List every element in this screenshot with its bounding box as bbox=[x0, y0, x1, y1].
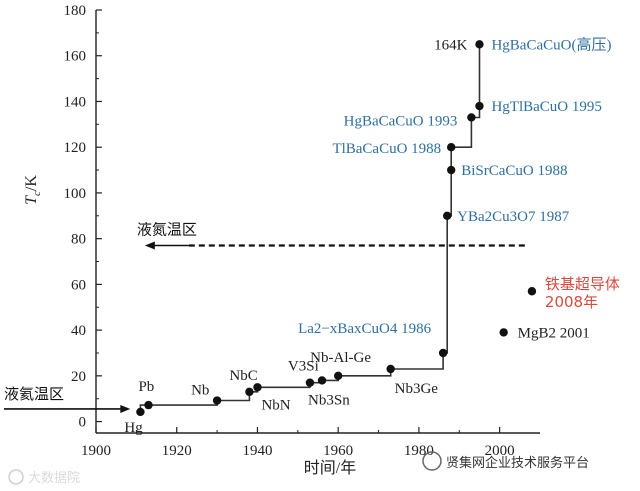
y-axis-label-unit: /K bbox=[23, 175, 40, 191]
data-point bbox=[467, 113, 476, 122]
data-point bbox=[253, 383, 262, 392]
liquid-helium-label: 液氦温区 bbox=[4, 385, 64, 403]
liquid-helium-arrowhead bbox=[120, 404, 131, 413]
watermark-left-text: 大数据院 bbox=[28, 471, 80, 486]
x-axis-label: 时间/年 bbox=[304, 459, 356, 477]
label-mgb2: MgB2 2001 bbox=[518, 325, 590, 341]
label-nb3ge: Nb3Ge bbox=[395, 381, 439, 397]
label-nb3sn: Nb3Sn bbox=[308, 392, 350, 408]
y-tick-label: 40 bbox=[71, 323, 86, 339]
axes bbox=[95, 10, 540, 434]
data-point bbox=[212, 396, 222, 405]
label-ybco: YBa2Cu3O7 1987 bbox=[457, 209, 570, 225]
label-iron-based: 铁基超导体 bbox=[545, 275, 620, 293]
y-tick-label: 20 bbox=[71, 369, 86, 385]
label-tbcco: TlBaCaCuO 1988 bbox=[332, 141, 441, 157]
data-point bbox=[245, 387, 254, 397]
y-axis-label-main: T bbox=[23, 195, 40, 205]
watermark-right-icon bbox=[422, 451, 442, 471]
y-tick-label: 60 bbox=[71, 277, 86, 293]
x-tick-label: 1980 bbox=[404, 443, 434, 459]
y-tick-label: 80 bbox=[71, 232, 86, 248]
y-axis-label: Tc/K bbox=[23, 175, 43, 205]
liquid-nitrogen-label: 液氮温区 bbox=[137, 221, 197, 239]
label-164k: 164K bbox=[434, 37, 468, 53]
x-ticks: 1900 1920 1940 1960 1980 2000 bbox=[81, 427, 515, 459]
data-point bbox=[499, 328, 508, 337]
label-v3si: V3Si bbox=[288, 359, 319, 375]
data-point bbox=[475, 40, 484, 49]
point-labels: Hg Pb Nb NbC NbN V3Si Nb3Sn Nb-Al-Ge Nb3… bbox=[124, 36, 620, 436]
watermark-right: 贤集网企业技术服务平台 bbox=[422, 451, 589, 471]
watermark-left: 大数据院 bbox=[8, 469, 80, 486]
label-hg: Hg bbox=[124, 420, 143, 436]
label-hbcco-high-pressure: HgBaCaCuO(高压) bbox=[491, 36, 611, 53]
label-nb: Nb bbox=[191, 383, 209, 399]
y-tick-label: 0 bbox=[79, 415, 87, 431]
reference-lines: 液氮温区 液氦温区 bbox=[4, 221, 528, 413]
y-tick-label: 160 bbox=[64, 49, 87, 65]
data-point bbox=[447, 142, 456, 152]
label-bscco: BiSrCaCuO 1988 bbox=[461, 163, 567, 179]
data-point bbox=[442, 211, 452, 220]
data-points bbox=[136, 40, 537, 417]
label-lbco: La2−xBaxCuO4 1986 bbox=[298, 321, 432, 337]
x-tick-label: 1920 bbox=[162, 443, 192, 459]
label-pb: Pb bbox=[138, 379, 154, 395]
data-point bbox=[447, 165, 456, 175]
y-tick-label: 100 bbox=[64, 186, 87, 202]
watermark-right-text: 贤集网企业技术服务平台 bbox=[446, 455, 589, 471]
data-point bbox=[527, 287, 537, 296]
y-tick-label: 140 bbox=[64, 94, 87, 110]
y-tick-label: 180 bbox=[64, 3, 87, 19]
y-axis-label-sub: c bbox=[31, 191, 43, 196]
data-point bbox=[475, 101, 484, 111]
data-point bbox=[333, 371, 343, 381]
data-point bbox=[438, 348, 448, 358]
x-tick-label: 1900 bbox=[81, 443, 111, 459]
x-tick-label: 1940 bbox=[242, 443, 272, 459]
y-ticks: 0 20 40 60 80 100 120 140 160 180 bbox=[64, 3, 102, 431]
label-iron-based-year: 2008年 bbox=[545, 293, 598, 311]
label-nbc: NbC bbox=[229, 368, 257, 384]
label-nbn: NbN bbox=[261, 397, 290, 413]
y-tick-label: 120 bbox=[64, 140, 87, 156]
watermark-left-icon bbox=[8, 469, 24, 485]
x-tick-label: 2000 bbox=[485, 443, 515, 459]
label-nb-al-ge: Nb-Al-Ge bbox=[310, 350, 371, 366]
liquid-nitrogen-arrowhead bbox=[144, 241, 155, 250]
data-point bbox=[317, 376, 327, 385]
data-point bbox=[305, 378, 315, 387]
label-hbcco-1993: HgBaCaCuO 1993 bbox=[344, 113, 458, 129]
data-point bbox=[386, 364, 395, 374]
data-point bbox=[136, 407, 145, 417]
x-tick-label: 1960 bbox=[323, 443, 353, 459]
data-point bbox=[144, 400, 153, 410]
label-htbco-1995: HgTlBaCuO 1995 bbox=[491, 99, 601, 115]
